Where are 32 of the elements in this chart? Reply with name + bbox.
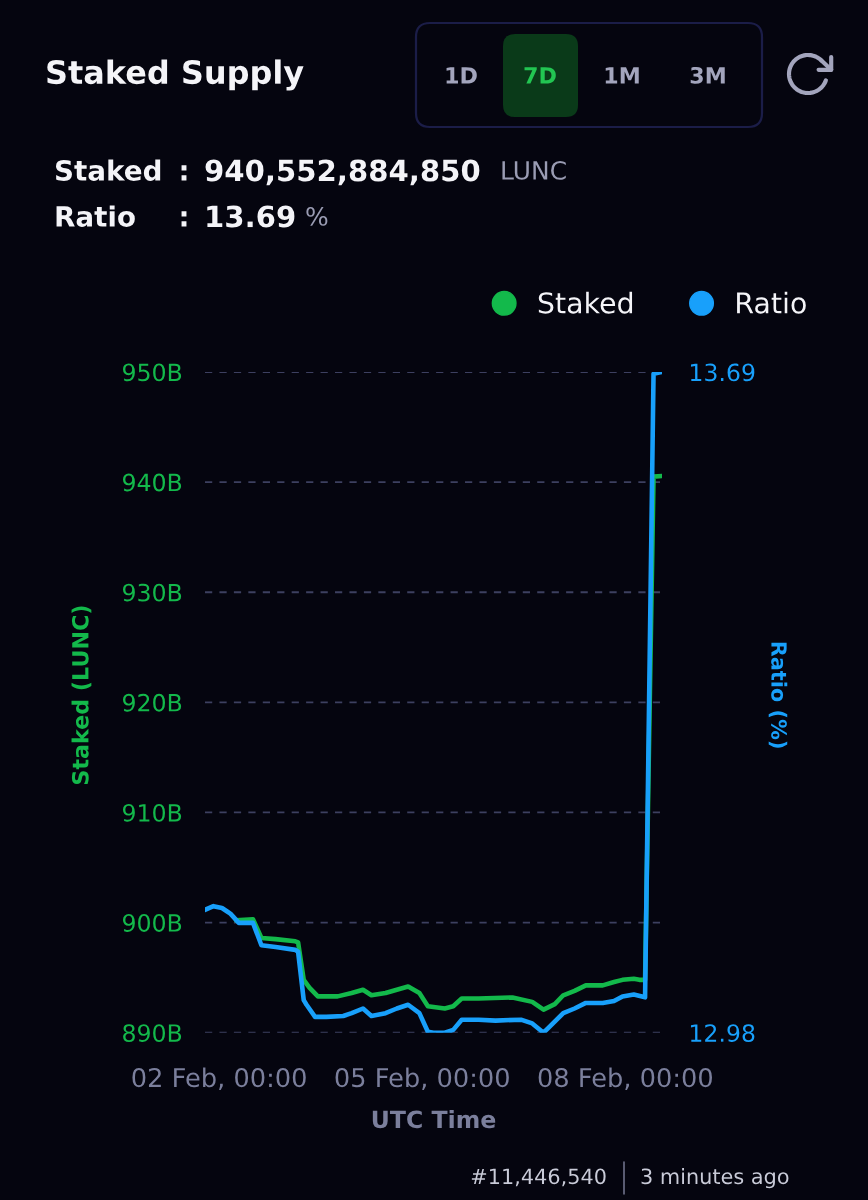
y-tick-label: 900B bbox=[123, 914, 182, 932]
text: Ratio bbox=[56, 205, 135, 227]
text: : bbox=[181, 165, 187, 181]
y-tick-label: 930B bbox=[123, 583, 182, 602]
text: 940,552,884,850 bbox=[205, 159, 480, 186]
text: : bbox=[181, 211, 187, 227]
y-tick-label: 940B bbox=[123, 473, 182, 492]
y-axis-title: Staked (LUNC) bbox=[71, 606, 92, 785]
y-tick-label: 910B bbox=[123, 803, 182, 822]
y-tick-label: 950B bbox=[123, 363, 182, 382]
y-tick-label: 920B bbox=[123, 693, 182, 712]
chart-title: Staked Supply bbox=[47, 59, 304, 91]
text: 7D bbox=[524, 67, 556, 84]
legend-label: Ratio bbox=[737, 291, 806, 314]
y2-axis-title: Ratio (%) bbox=[768, 642, 788, 748]
y2-tick-label: 13.69 bbox=[690, 363, 755, 382]
text: 3M bbox=[690, 66, 725, 84]
x-axis-title: UTC Time bbox=[372, 1110, 496, 1129]
legend-label: Staked bbox=[538, 291, 633, 314]
x-tick-label: 02 Feb, 00:00 bbox=[132, 1067, 306, 1090]
text: Staked bbox=[55, 159, 161, 181]
y2-tick-label: 12.98 bbox=[690, 1024, 755, 1043]
text: 1D bbox=[446, 67, 477, 84]
text: 13.69 bbox=[207, 205, 295, 228]
x-tick-label: 05 Feb, 00:00 bbox=[335, 1067, 509, 1090]
x-tick-label: 08 Feb, 00:00 bbox=[538, 1067, 712, 1090]
y-tick-label: 890B bbox=[123, 1024, 182, 1043]
text: 1M bbox=[605, 67, 639, 84]
text: LUNC bbox=[502, 160, 566, 180]
text: #11,446,540 bbox=[471, 1168, 606, 1187]
text: 3 minutes ago bbox=[641, 1168, 789, 1189]
text: % bbox=[306, 206, 328, 226]
